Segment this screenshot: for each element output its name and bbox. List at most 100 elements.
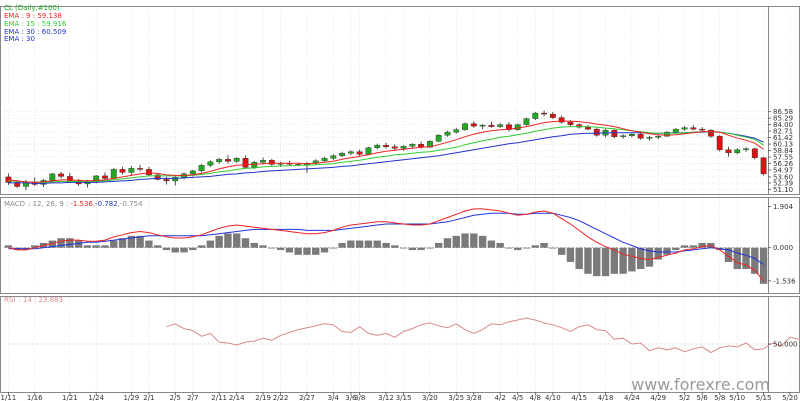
candle-body [198, 165, 205, 172]
candle [532, 112, 539, 121]
x-tick-label: 5/10 [729, 394, 745, 401]
y-tick-label: 84.00 [773, 121, 793, 129]
macd-bar [162, 247, 171, 251]
macd-bar [663, 247, 671, 255]
candle [637, 132, 644, 140]
macd-bar [145, 240, 153, 248]
macd-bar [514, 247, 522, 251]
macd-bar [259, 245, 267, 248]
candle-body [163, 179, 170, 182]
x-tick-label: 1/16 [27, 394, 43, 401]
candle-body [725, 149, 732, 153]
macd-bar [584, 247, 592, 274]
candle [391, 144, 398, 151]
candle [760, 156, 767, 176]
candle-body [549, 113, 556, 118]
macd-bar [320, 247, 329, 253]
macd-bar [66, 238, 74, 248]
ema9-label: EMA : 9 : 59.138 [4, 12, 62, 20]
macd-bar [373, 240, 381, 248]
x-tick-label: 2/19 [255, 394, 271, 401]
rsi-line [166, 317, 800, 354]
watermark: www.forexre.com [631, 375, 770, 394]
macd-bar [4, 245, 13, 248]
candle-body [655, 135, 662, 138]
macd-bar [487, 240, 496, 248]
macd-bar [391, 245, 399, 248]
macd-bar [74, 240, 83, 248]
candle [356, 149, 363, 156]
y-tick-label: 53.60 [773, 173, 793, 181]
candle [330, 154, 337, 160]
candle-body [541, 112, 547, 115]
candle [444, 130, 451, 137]
macd-bar [153, 245, 162, 248]
ema30-label: EMA : 30 : 60.509 [4, 28, 66, 36]
y-tick-label: 50.000 [773, 341, 798, 349]
candle-body [707, 129, 714, 137]
candle-body [479, 124, 486, 127]
candle [172, 175, 179, 186]
x-tick-label: 3/6 [345, 394, 357, 401]
macd-bar [610, 247, 619, 274]
macd-bar [593, 247, 601, 277]
candle-body [172, 177, 179, 182]
y-tick-label: 52.39 [773, 179, 793, 187]
candle [233, 157, 240, 163]
candle-body [110, 169, 117, 179]
candle-body [374, 145, 381, 148]
ema30b-label: EMA : 30 [4, 35, 35, 43]
candle-body [216, 159, 223, 163]
candle-body [699, 128, 706, 131]
x-tick-label: 4/29 [650, 394, 666, 401]
macd-bar [408, 247, 417, 251]
candle [216, 157, 223, 164]
candle-body [365, 147, 372, 155]
macd-bar [338, 242, 346, 248]
candle [514, 123, 521, 131]
candle-body [514, 124, 521, 130]
candle [628, 133, 635, 138]
candle-body [260, 160, 266, 163]
macd-bar [496, 242, 504, 248]
x-tick-label: 4/18 [598, 394, 614, 401]
candle [541, 110, 547, 117]
candle-body [470, 123, 477, 127]
x-tick-label: 2/5 [170, 394, 181, 401]
y-tick-label: 57.55 [773, 154, 793, 162]
candle-body [611, 129, 618, 137]
y-tick-label: 58.84 [773, 147, 794, 155]
candle-body [743, 148, 749, 150]
macd-line [8, 208, 764, 282]
candle-body [523, 118, 530, 125]
candle-body [137, 168, 144, 170]
macd-bar [443, 238, 452, 248]
macd-bar [285, 247, 294, 253]
candle-body [462, 123, 468, 130]
macd-bar [399, 247, 408, 249]
macd-bar [435, 242, 443, 248]
candle-body [637, 133, 644, 139]
candle-body [233, 158, 240, 162]
macd-histogram [4, 233, 768, 284]
candle [664, 131, 670, 137]
x-tick-label: 2/1 [143, 394, 154, 401]
y-tick-label: 82.71 [773, 128, 793, 136]
x-tick-label: 3/25 [448, 394, 464, 401]
candle [506, 122, 512, 132]
candle [154, 173, 161, 181]
candle [119, 166, 126, 175]
candle [339, 151, 346, 158]
macd-bar [689, 245, 698, 248]
y-tick-label: 56.26 [773, 160, 794, 168]
y-tick-label: 86.58 [773, 108, 793, 116]
macd-bar [680, 245, 689, 248]
candle [620, 134, 627, 139]
candle-body [435, 134, 442, 142]
macd-bar [355, 240, 364, 248]
macd-bar [250, 242, 258, 248]
candle-body [567, 121, 574, 125]
candle-body [593, 128, 600, 136]
x-tick-label: 5/8 [714, 394, 725, 401]
candle [383, 142, 389, 149]
